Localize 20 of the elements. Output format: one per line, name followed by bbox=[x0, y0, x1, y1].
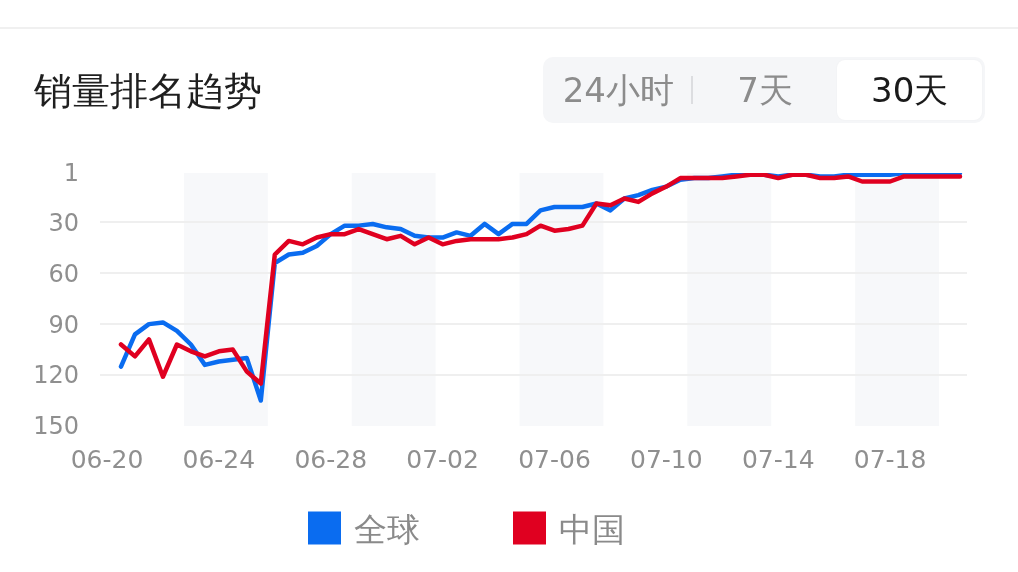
y-tick-label: 60 bbox=[48, 259, 79, 288]
chart-title: 销量排名趋势 bbox=[33, 70, 262, 113]
x-tick-label: 06-24 bbox=[182, 445, 256, 474]
y-tick-label: 90 bbox=[48, 310, 79, 339]
x-tick-label: 07-06 bbox=[518, 445, 591, 474]
x-tick-label: 07-18 bbox=[853, 445, 927, 474]
x-tick-label: 07-10 bbox=[630, 445, 703, 474]
x-tick-label: 07-02 bbox=[406, 445, 479, 474]
tab-label: 30天 bbox=[871, 71, 949, 109]
y-tick-label: 30 bbox=[48, 208, 79, 237]
y-tick-label: 1 bbox=[63, 159, 79, 188]
tab-label: 24小时 bbox=[562, 71, 674, 109]
x-tick-label: 07-14 bbox=[741, 445, 815, 474]
y-tick-label: 120 bbox=[33, 361, 79, 390]
x-tick-label: 06-20 bbox=[70, 445, 144, 474]
x-tick-label: 06-28 bbox=[294, 445, 368, 474]
y-tick-label: 150 bbox=[33, 412, 79, 441]
tab-label: 7天 bbox=[737, 71, 793, 109]
legend-label: 中国 bbox=[559, 510, 625, 548]
legend-label: 全球 bbox=[354, 510, 420, 548]
